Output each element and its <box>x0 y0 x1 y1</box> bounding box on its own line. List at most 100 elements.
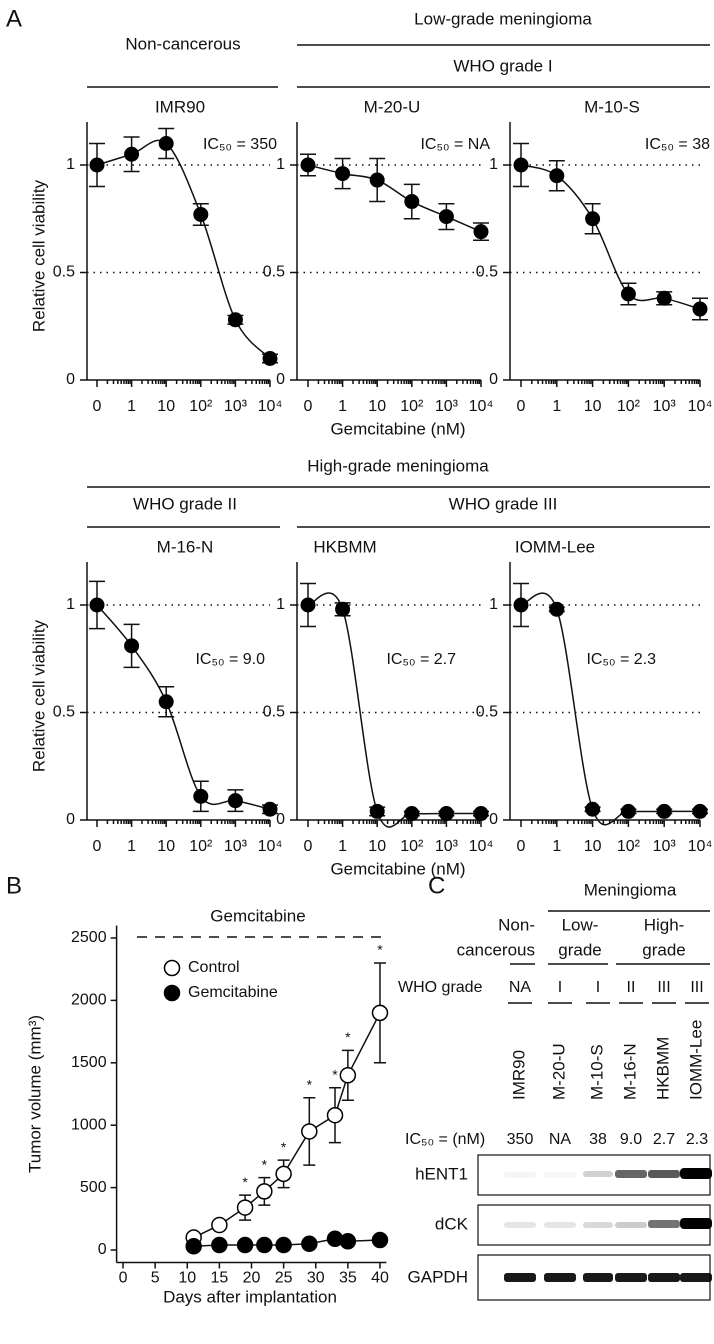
data-point <box>236 1199 254 1216</box>
data-point <box>513 597 529 613</box>
row-label: WHO grade <box>398 979 483 996</box>
annotation: IC₅₀ = 2.3 <box>586 651 656 668</box>
y-tick-label: 1 <box>489 156 498 173</box>
x-tick-label: 35 <box>339 1270 357 1287</box>
x-tick-label: 40 <box>371 1270 389 1287</box>
chart-title: M-10-S <box>584 97 640 116</box>
data-point <box>339 1233 357 1250</box>
group-header: High- <box>644 915 685 934</box>
x-tick-label: 1 <box>127 838 136 855</box>
x-tick-label: 10 <box>178 1270 196 1287</box>
who-grade: II <box>627 979 636 996</box>
y-tick-label: 0 <box>489 371 498 388</box>
group-header: Low-grade meningioma <box>414 9 592 28</box>
significance-mark: * <box>262 1156 268 1172</box>
data-point <box>549 601 565 617</box>
x-tick-label: 0 <box>304 398 313 415</box>
y-tick-label: 0.5 <box>263 264 285 281</box>
ic50-value: 2.3 <box>686 1131 708 1148</box>
data-point <box>256 1236 273 1254</box>
annotation: IC₅₀ = 9.0 <box>195 651 265 668</box>
x-tick-label: 0 <box>304 838 313 855</box>
blot-header: Meningioma <box>584 880 677 899</box>
x-axis-label: Gemcitabine (nM) <box>330 859 465 878</box>
data-point <box>692 803 708 819</box>
annotation: IC₅₀ = 38 <box>645 136 710 153</box>
legend-label: Control <box>188 959 240 976</box>
data-point <box>620 803 636 819</box>
cell-line: M-10-S <box>587 1044 606 1100</box>
legend-marker <box>163 959 181 977</box>
y-axis-label: Relative cell viability <box>29 179 48 332</box>
chart-title: HKBMM <box>313 537 376 556</box>
data-point <box>256 1183 273 1200</box>
chart-title: M-20-U <box>364 97 421 116</box>
data-point <box>300 597 316 613</box>
significance-mark: * <box>242 1174 248 1190</box>
x-tick-label: 0 <box>517 398 526 415</box>
data-point <box>89 597 105 613</box>
y-tick-label: 1 <box>276 156 285 173</box>
fit-curve <box>520 592 700 826</box>
y-tick-label: 0.5 <box>476 264 498 281</box>
data-point <box>301 1235 318 1253</box>
x-tick-label: 1 <box>338 838 347 855</box>
y-tick-label: 0 <box>276 371 285 388</box>
y-tick-label: 1500 <box>71 1054 107 1071</box>
fit-curve <box>96 139 271 360</box>
x-tick-label: 10 <box>368 398 386 415</box>
cell-line: M-16-N <box>620 1043 639 1100</box>
fit-curve <box>96 604 271 810</box>
annotation: IC₅₀ = NA <box>420 136 490 153</box>
y-tick-label: 2500 <box>71 929 107 946</box>
blot-label: GAPDH <box>408 1267 468 1286</box>
group-header: Low- <box>562 915 599 934</box>
data-point <box>185 1238 202 1255</box>
group-header: WHO grade I <box>453 56 552 75</box>
data-point <box>473 806 489 822</box>
ic50-value: 350 <box>507 1131 534 1148</box>
data-point <box>585 211 601 227</box>
y-tick-label: 0.5 <box>53 264 75 281</box>
group-header: High-grade meningioma <box>307 456 489 475</box>
group-header: WHO grade II <box>133 494 237 513</box>
data-point <box>339 1067 357 1084</box>
cell-line: HKBMM <box>653 1037 672 1100</box>
group-header: grade <box>642 940 685 959</box>
fit-curve <box>307 164 482 233</box>
cell-line: IOMM-Lee <box>686 1020 705 1100</box>
data-point <box>193 206 209 222</box>
y-tick-label: 0 <box>98 1241 107 1258</box>
x-tick-label: 10² <box>189 838 213 855</box>
data-point <box>124 146 140 162</box>
x-tick-label: 0 <box>93 838 102 855</box>
panel-label: B <box>6 872 22 899</box>
data-point <box>692 301 708 317</box>
data-point <box>656 290 672 306</box>
data-point <box>438 806 454 822</box>
y-tick-label: 2000 <box>71 992 107 1009</box>
ic50-value: 9.0 <box>620 1131 642 1148</box>
ic50-value: 2.7 <box>653 1131 675 1148</box>
data-point <box>300 157 316 173</box>
x-tick-label: 5 <box>151 1270 160 1287</box>
data-point <box>438 209 454 225</box>
y-tick-label: 0 <box>66 811 75 828</box>
blot-label: dCK <box>435 1214 469 1233</box>
y-tick-label: 1000 <box>71 1116 107 1133</box>
cell-line: IMR90 <box>509 1050 528 1100</box>
y-tick-label: 0 <box>489 811 498 828</box>
significance-mark: * <box>377 942 383 958</box>
x-tick-label: 10² <box>400 838 424 855</box>
group-header: cancerous <box>457 940 535 959</box>
data-point <box>89 157 105 173</box>
y-tick-label: 1 <box>276 596 285 613</box>
x-tick-label: 10 <box>584 398 602 415</box>
data-point <box>211 1236 228 1254</box>
y-tick-label: 500 <box>80 1179 107 1196</box>
data-point <box>513 157 529 173</box>
x-tick-label: 10³ <box>224 398 248 415</box>
panel-label: C <box>428 872 445 899</box>
x-tick-label: 1 <box>127 398 136 415</box>
